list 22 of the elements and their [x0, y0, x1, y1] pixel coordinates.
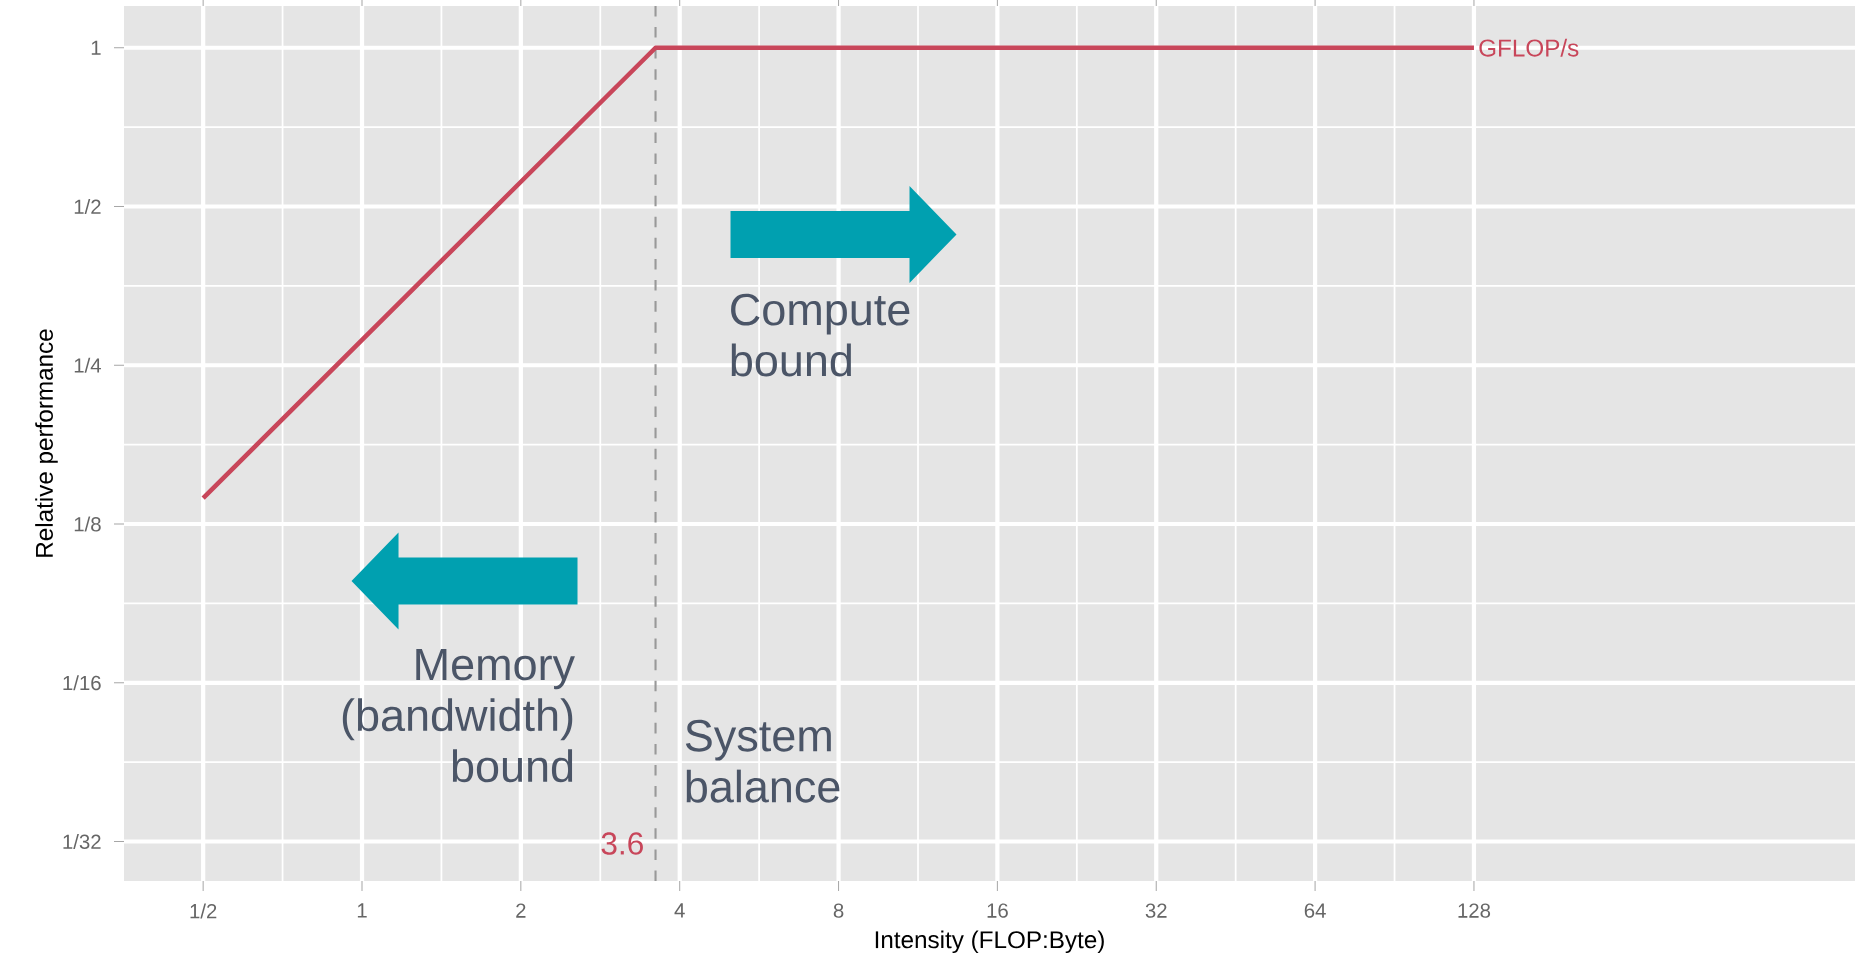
series-label: GFLOP/s: [1479, 38, 1579, 57]
x-tick-label: 1: [357, 903, 367, 918]
y-axis-title: Relative performance: [35, 329, 58, 557]
y-tick-label: 1: [91, 40, 101, 55]
y-tick-label: 1/16: [63, 675, 101, 691]
x-tick-label: 32: [1145, 903, 1167, 918]
x-tick-label: 128: [1458, 903, 1491, 918]
x-tick-label: 2: [516, 903, 526, 918]
x-tick-label: 8: [833, 903, 844, 918]
annotation: Memory (bandwidth) bound: [342, 648, 575, 783]
annotation: System balance: [685, 719, 840, 803]
ref-line-label: 3.6: [601, 832, 643, 855]
y-tick-label: 1/4: [74, 357, 102, 373]
y-tick-label: 1/32: [63, 834, 101, 850]
x-axis-title: Intensity (FLOP:Byte): [875, 930, 1104, 954]
x-tick-label: 4: [674, 903, 685, 918]
x-tick-label: 1/2: [190, 903, 217, 919]
y-tick-label: 1/8: [74, 516, 101, 532]
y-tick-label: 1/2: [74, 199, 101, 215]
x-tick-label: 16: [987, 903, 1008, 918]
x-tick-label: 64: [1304, 903, 1326, 918]
annotation: Compute bound: [731, 293, 910, 377]
